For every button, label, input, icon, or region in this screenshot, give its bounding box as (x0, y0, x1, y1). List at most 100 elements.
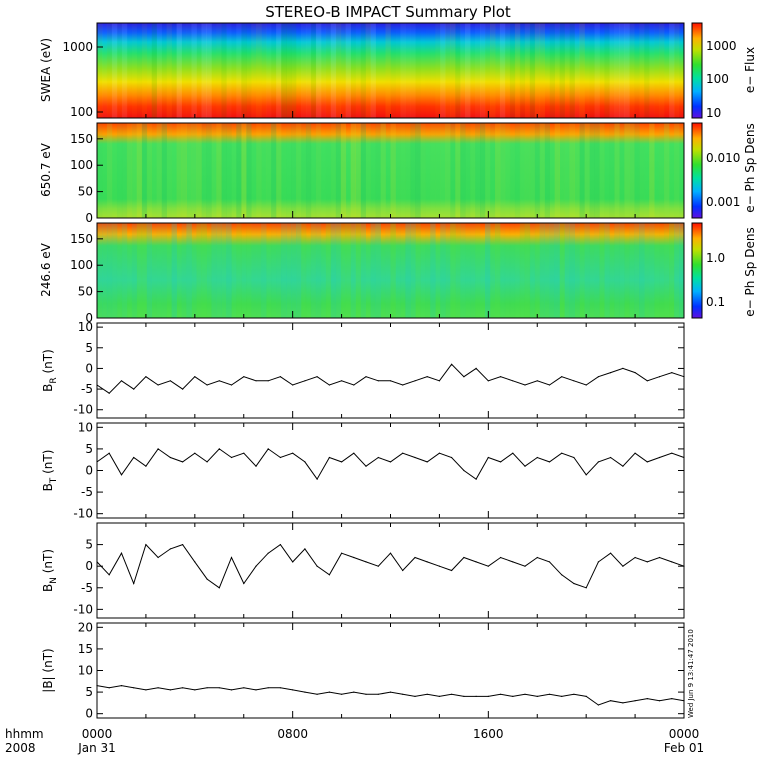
texture-stripe (549, 223, 555, 318)
bt-point (597, 461, 600, 463)
bt-point (536, 456, 538, 459)
texture-stripe (221, 123, 227, 218)
bmag-point (646, 698, 648, 700)
texture-stripe (121, 23, 128, 118)
texture-stripe (216, 223, 222, 318)
bt-point (414, 456, 416, 459)
bt-point (243, 452, 245, 454)
texture-stripe (211, 23, 216, 118)
texture-stripe (106, 123, 113, 218)
pad650-yticks: 0 50 100 150 (70, 132, 103, 225)
bn-point (597, 561, 600, 563)
bmag-point (108, 687, 110, 689)
texture-stripe (281, 23, 287, 118)
texture-stripe (594, 123, 600, 218)
texture-stripe (574, 223, 580, 318)
texture-stripe (440, 23, 446, 118)
texture-stripe (375, 223, 381, 318)
bmag-point (451, 693, 453, 695)
bmag-point (573, 693, 575, 695)
texture-stripe (146, 123, 152, 218)
texture-stripe (544, 223, 550, 318)
texture-stripe (216, 123, 222, 218)
bn-point (634, 556, 636, 559)
br-point (683, 376, 685, 378)
bt-ylabel: BT (nT) (41, 450, 59, 492)
bn-point (389, 552, 392, 554)
texture-stripe (445, 223, 451, 318)
texture-stripe (510, 123, 515, 218)
texture-stripe (624, 223, 630, 318)
texture-stripe (116, 223, 123, 318)
br-ytick-label: -10 (73, 403, 93, 417)
bt-frame (96, 422, 685, 519)
bt-ytick-label: -10 (73, 507, 93, 521)
texture-stripe (599, 223, 605, 318)
br-point (316, 376, 318, 378)
bn-point (451, 569, 453, 572)
texture-stripe (166, 123, 172, 218)
texture-stripe (186, 123, 192, 218)
br-point (585, 384, 587, 386)
texture-stripe (634, 123, 640, 218)
texture-stripe (590, 23, 595, 118)
bn-point (304, 548, 306, 550)
texture-stripe (485, 223, 491, 318)
texture-stripe (470, 223, 476, 318)
texture-stripe (460, 223, 466, 318)
texture-stripe (182, 23, 187, 118)
texture-stripe (151, 23, 157, 118)
texture-stripe (490, 23, 496, 118)
bt-point (341, 461, 343, 463)
texture-stripe (196, 123, 202, 218)
br-point (610, 372, 612, 374)
texture-stripe (564, 223, 570, 318)
texture-stripe (106, 223, 113, 318)
swea-ytick-1000: 1000 (62, 40, 93, 54)
texture-stripe (499, 23, 506, 118)
bt-point (585, 474, 587, 476)
texture-stripe (266, 223, 271, 318)
br-ytick-label: 10 (78, 320, 93, 334)
br-point (279, 376, 281, 378)
br-point (402, 384, 404, 386)
bt-point (255, 465, 257, 467)
pad246-ylabel: 246.6 eV (39, 242, 53, 297)
bt-point (512, 452, 514, 454)
bt-point (671, 452, 673, 454)
ytick-label: 100 (70, 158, 93, 172)
texture-stripe (515, 223, 520, 318)
texture-stripe (450, 23, 456, 118)
texture-stripe (639, 123, 644, 218)
bn-point (182, 544, 184, 546)
bmag-point (145, 689, 147, 691)
br-point (230, 384, 233, 386)
bn-series-line (96, 543, 685, 589)
texture-stripe (291, 223, 297, 318)
swea-stripes (97, 23, 680, 118)
swea-cbar-tick-100: 100 (706, 72, 729, 86)
texture-stripe (524, 123, 531, 218)
texture-stripe (475, 223, 481, 318)
pad650-heatmap (97, 123, 684, 218)
bt-point (279, 456, 281, 459)
texture-stripe (291, 23, 297, 118)
texture-stripe (345, 223, 351, 318)
bn-frame (96, 522, 685, 619)
bn-point (646, 561, 648, 563)
texture-stripe (216, 23, 222, 118)
br-point (120, 380, 123, 382)
swea-cbar-tick-10: 10 (706, 106, 721, 120)
texture-stripe (410, 123, 416, 218)
bt-point (96, 461, 98, 463)
bt-point (316, 478, 318, 480)
ytick-label: 50 (78, 285, 93, 299)
texture-stripe (390, 123, 396, 218)
bmag-point (561, 695, 563, 698)
bt-point (622, 465, 624, 467)
texture-stripe (514, 23, 521, 118)
texture-stripe (425, 23, 430, 118)
texture-stripe (340, 23, 347, 118)
texture-stripe (425, 223, 431, 318)
bmag-point (585, 695, 587, 698)
